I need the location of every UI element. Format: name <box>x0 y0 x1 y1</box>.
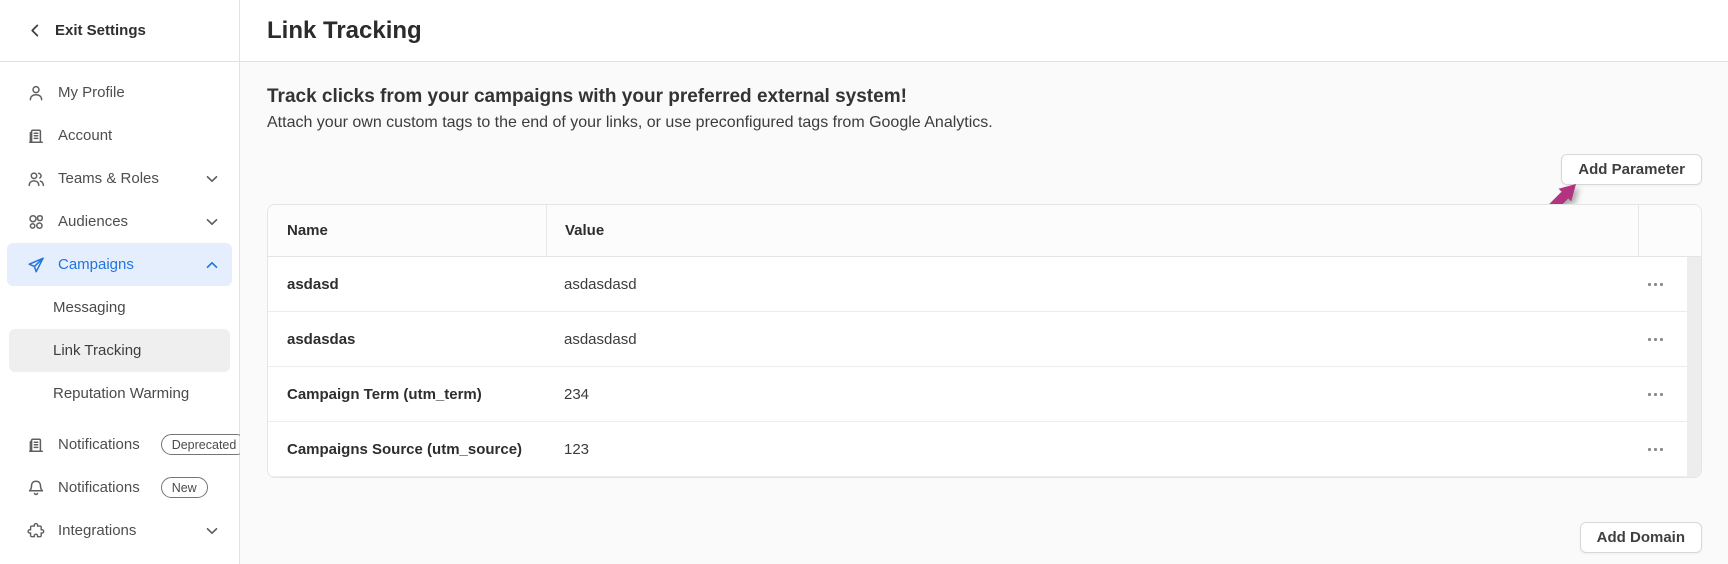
ellipsis-icon <box>1648 282 1651 286</box>
settings-sidebar: Exit Settings My Profile Account Teams &… <box>0 0 248 564</box>
sidebar-item-notifications-new[interactable]: Notifications New <box>7 466 232 509</box>
ellipsis-icon <box>1648 337 1651 341</box>
ellipsis-icon <box>1648 447 1651 451</box>
paper-plane-icon <box>27 256 45 274</box>
add-parameter-button[interactable]: Add Parameter <box>1561 154 1702 185</box>
column-header-value: Value <box>546 205 1638 256</box>
table-row: asdasdas asdasdasd <box>268 312 1701 367</box>
ellipsis-icon <box>1648 392 1651 396</box>
sidebar-item-label: Notifications <box>58 436 140 453</box>
exit-settings-label: Exit Settings <box>55 22 146 39</box>
chevron-down-icon <box>206 218 218 226</box>
row-menu-button[interactable] <box>1644 442 1667 457</box>
table-row: Campaign Term (utm_term) 234 <box>268 367 1701 422</box>
row-menu-button[interactable] <box>1644 277 1667 292</box>
table-header-row: Name Value <box>268 205 1701 257</box>
add-domain-button[interactable]: Add Domain <box>1579 522 1702 553</box>
puzzle-icon <box>27 522 45 540</box>
sidebar-subitem-reputation-warming[interactable]: Reputation Warming <box>9 372 230 415</box>
param-value: asdasdasd <box>564 330 637 348</box>
sidebar-item-label: Notifications <box>58 479 140 496</box>
sidebar-item-label: Teams & Roles <box>58 170 159 187</box>
sidebar-item-label: Integrations <box>58 522 137 539</box>
parameters-table: Name Value asdasd asdasdasd asdasdas asd… <box>267 204 1702 478</box>
sidebar-item-label: Audiences <box>58 213 129 230</box>
sidebar-item-audiences[interactable]: Audiences <box>7 200 232 243</box>
param-value: 123 <box>564 440 590 458</box>
param-value: asdasdasd <box>564 275 637 293</box>
sidebar-item-label: Account <box>58 127 113 144</box>
column-header-actions <box>1638 205 1701 256</box>
bell-icon <box>27 479 45 497</box>
column-header-name: Name <box>287 222 328 239</box>
table-scrollbar[interactable] <box>1687 257 1701 477</box>
deprecated-badge: Deprecated <box>160 434 248 455</box>
new-badge: New <box>160 477 208 498</box>
sidebar-item-label: Reputation Warming <box>53 385 190 402</box>
audience-circles-icon <box>27 213 45 231</box>
sidebar-item-teams-roles[interactable]: Teams & Roles <box>7 157 232 200</box>
sidebar-item-label: Link Tracking <box>53 342 142 359</box>
page-title: Link Tracking <box>267 16 422 44</box>
table-row: Campaigns Source (utm_source) 123 <box>268 422 1701 477</box>
sidebar-subitem-messaging[interactable]: Messaging <box>9 286 230 329</box>
param-name: asdasd <box>287 275 339 293</box>
sidebar-subitem-link-tracking[interactable]: Link Tracking <box>9 329 230 372</box>
sidebar-item-my-profile[interactable]: My Profile <box>7 71 232 114</box>
sidebar-item-label: Messaging <box>53 299 126 316</box>
page-header: Link Tracking <box>240 0 1728 62</box>
row-menu-button[interactable] <box>1644 387 1667 402</box>
sidebar-item-account[interactable]: Account <box>7 114 232 157</box>
building-icon <box>27 127 45 145</box>
building-icon <box>27 436 45 454</box>
param-value: 234 <box>564 385 590 403</box>
param-name: asdasdas <box>287 330 356 348</box>
sidebar-item-label: Campaigns <box>58 256 134 273</box>
domain-toolbar: Add Domain <box>267 522 1702 553</box>
sidebar-item-label: My Profile <box>58 84 125 101</box>
chevron-left-icon <box>28 23 43 38</box>
parameter-toolbar: Add Parameter <box>267 154 1702 185</box>
section-subheading: Attach your own custom tags to the end o… <box>267 114 993 131</box>
sidebar-nav: My Profile Account Teams & Roles Audienc… <box>0 62 248 552</box>
user-icon <box>27 84 45 102</box>
users-icon <box>27 170 45 188</box>
chevron-down-icon <box>206 527 218 535</box>
link-tracking-content: Track clicks from your campaigns with yo… <box>240 62 1728 564</box>
sidebar-item-campaigns[interactable]: Campaigns <box>7 243 232 286</box>
table-row: asdasd asdasdasd <box>268 257 1701 312</box>
sidebar-item-notifications-deprecated[interactable]: Notifications Deprecated <box>7 423 248 466</box>
row-menu-button[interactable] <box>1644 332 1667 347</box>
chevron-down-icon <box>206 175 218 183</box>
exit-settings-button[interactable]: Exit Settings <box>0 0 239 62</box>
section-heading: Track clicks from your campaigns with yo… <box>267 86 907 107</box>
param-name: Campaign Term (utm_term) <box>287 385 482 403</box>
sidebar-item-integrations[interactable]: Integrations <box>7 509 232 552</box>
chevron-up-icon <box>206 261 218 269</box>
main-panel: Link Tracking Track clicks from your cam… <box>240 0 1728 564</box>
param-name: Campaigns Source (utm_source) <box>287 440 523 458</box>
